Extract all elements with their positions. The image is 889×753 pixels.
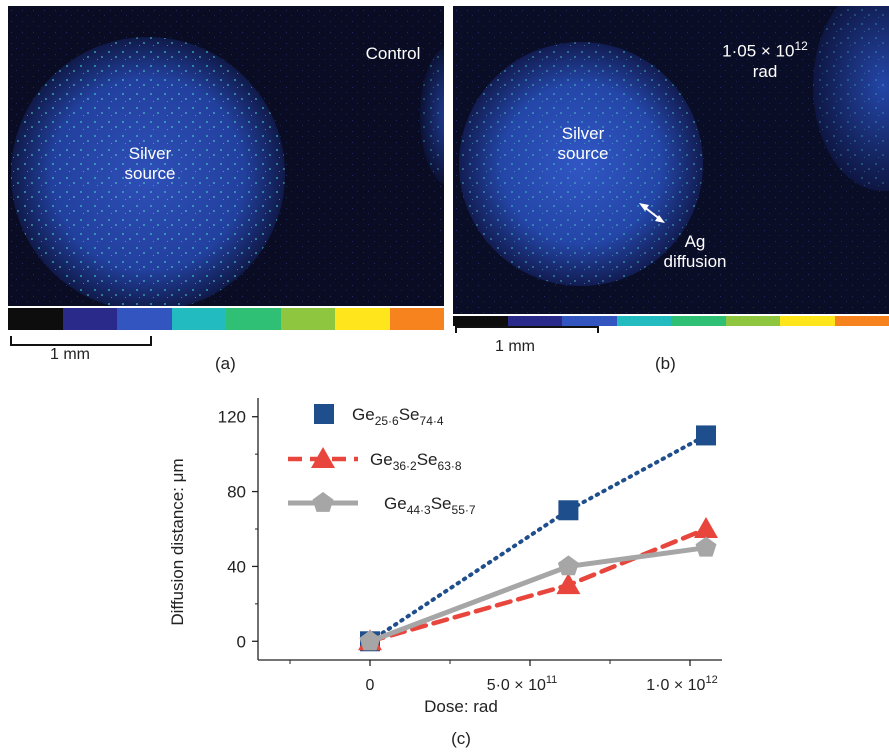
series-3 [359,536,717,651]
data-point-pentagon [312,492,334,512]
legend-item-2: Ge36·2Se63·8 [288,447,462,473]
series-2 [358,517,718,651]
x-tick-label: 5·0 × 1011 [487,674,558,694]
chart-axes: 0 40 80 120 0 5·0 × 1011 1·0 × 1012 [218,398,722,694]
caption-b: (b) [655,354,676,373]
diffusion-arrow-icon [639,203,665,223]
control-label: Control [365,44,421,63]
colorbar-swatch [8,308,63,330]
micrograph-panel-b: 1·05 × 1012 rad Silver source Ag diffusi… [453,6,889,314]
colorbar-swatch [834,316,889,326]
caption-a: (a) [215,354,236,373]
ag-diffusion-label: Ag diffusion [663,232,727,271]
colorbar-swatch [280,308,335,330]
scale-bar-a [10,336,152,346]
colorbar-swatch [562,316,617,326]
data-point-square [558,500,579,521]
colorbar-swatch [62,308,117,330]
colorbar-swatch [389,308,444,330]
dose-label: 1·05 × 1012 rad [722,39,808,81]
series-layer [358,425,718,652]
scale-label-b: 1 mm [495,338,535,355]
micrograph-b-image [453,6,889,314]
micrograph-a-image [8,6,444,306]
x-tick-label: 0 [366,677,375,694]
legend-label: Ge36·2Se63·8 [370,450,462,473]
y-tick-label: 40 [227,557,246,576]
x-tick-label: 1·0 × 1012 [646,674,717,694]
y-axis-label: Diffusion distance: μm [168,458,187,625]
data-point-pentagon [695,536,717,557]
data-point-triangle [556,573,581,595]
legend: Ge25·6Se74·4 Ge36·2Se63·8 Ge44·3Se55·7 [288,404,476,517]
y-tick-label: 120 [218,408,246,427]
legend-label: Ge25·6Se74·4 [352,405,444,428]
colorbar-swatch [171,308,226,330]
colorbar-swatch [226,308,281,330]
data-point-pentagon [359,630,381,651]
colorbar-swatch [453,316,508,326]
silver-source-label-a: Silver source [124,144,176,183]
micrograph-panel-a: Silver source Control [8,6,444,306]
colorbar-swatch [117,308,172,330]
colorbar-a [8,308,444,330]
colorbar-b [453,316,889,326]
colorbar-swatch [725,316,780,326]
data-point-square [314,404,334,424]
colorbar-swatch [507,316,562,326]
data-point-square [696,425,716,446]
legend-item-1: Ge25·6Se74·4 [314,404,444,428]
data-point-triangle [311,447,335,468]
data-point-triangle [694,517,718,538]
x-axis-label: Dose: rad [424,697,498,716]
legend-item-3: Ge44·3Se55·7 [288,492,476,517]
silver-source-label-b: Silver source [557,124,609,163]
caption-c: (c) [451,729,471,748]
colorbar-swatch [335,308,390,330]
scale-label-a: 1 mm [50,346,90,363]
data-point-pentagon [557,555,579,576]
diffusion-chart: 0 40 80 120 0 5·0 × 1011 1·0 × 1012 Ge25·6Se74… [168,398,722,748]
legend-label: Ge44·3Se55·7 [384,494,476,517]
scale-bar-b [455,326,599,333]
colorbar-swatch [616,316,671,326]
colorbar-swatch [780,316,835,326]
colorbar-swatch [671,316,726,326]
y-tick-label: 80 [227,483,246,502]
y-tick-label: 0 [237,632,246,651]
